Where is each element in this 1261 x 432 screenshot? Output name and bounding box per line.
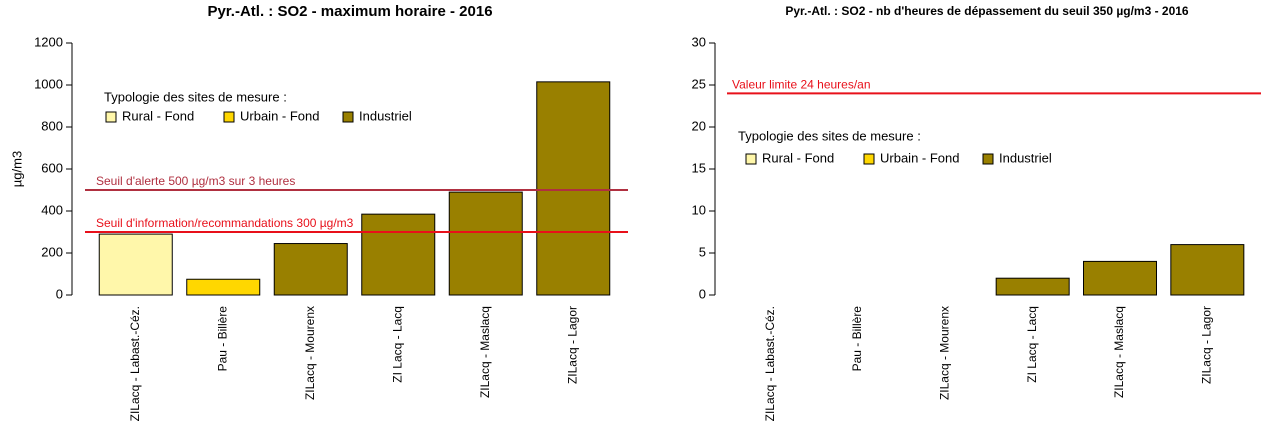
- legend-swatch: [863, 153, 875, 165]
- chart-title: Pyr.-Atl. : SO2 - maximum horaire - 2016: [207, 3, 492, 20]
- legend-swatch: [745, 153, 757, 165]
- legend-label: Rural - Fond: [122, 108, 194, 123]
- bar: [273, 243, 348, 296]
- x-tick-label: Pau - Billère: [850, 306, 864, 372]
- bar: [448, 191, 523, 296]
- y-tick-label: 400: [41, 202, 63, 217]
- x-tick-label: ZILacq - Maslacq: [1112, 306, 1126, 398]
- y-tick-label: 0: [56, 286, 63, 301]
- x-tick-label: ZILacq - Lagor: [1200, 306, 1214, 384]
- reference-label: Seuil d'information/recommandations 300 …: [96, 216, 354, 230]
- bar: [536, 81, 611, 296]
- x-tick-label: ZI Lacq - Lacq: [390, 306, 404, 383]
- x-tick-label: ZILacq - Labast.-Céz.: [763, 306, 777, 421]
- legend-title: Typologie des sites de mesure :: [104, 89, 287, 104]
- x-tick-label: Pau - Billère: [215, 306, 229, 372]
- y-tick-label: 1000: [34, 76, 63, 91]
- legend-label: Rural - Fond: [762, 150, 834, 165]
- legend-label: Industriel: [999, 150, 1052, 165]
- chart-title: Pyr.-Atl. : SO2 - nb d'heures de dépasse…: [785, 4, 1189, 18]
- legend-swatch: [223, 111, 235, 123]
- legend-label: Industriel: [359, 108, 412, 123]
- x-tick-label: ZILacq - Lagor: [565, 306, 579, 384]
- x-tick-label: ZILacq - Mourenx: [938, 306, 952, 400]
- y-axis-label: µg/m3: [9, 151, 24, 187]
- x-tick-label: ZILacq - Mourenx: [303, 306, 317, 400]
- bar: [186, 278, 261, 296]
- x-tick-label: ZILacq - Labast.-Céz.: [128, 306, 142, 421]
- y-tick-label: 10: [692, 202, 706, 217]
- reference-label: Valeur limite 24 heures/an: [732, 78, 871, 92]
- y-tick-label: 0: [699, 286, 706, 301]
- y-tick-label: 15: [692, 160, 706, 175]
- y-tick-label: 600: [41, 160, 63, 175]
- y-tick-label: 800: [41, 118, 63, 133]
- legend-swatch: [342, 111, 354, 123]
- legend-swatch: [982, 153, 994, 165]
- y-tick-label: 1200: [34, 34, 63, 49]
- legend-label: Urbain - Fond: [240, 108, 319, 123]
- legend-swatch: [105, 111, 117, 123]
- bar: [1170, 244, 1245, 296]
- bar: [361, 213, 436, 296]
- bar: [1083, 260, 1157, 296]
- legend-label: Urbain - Fond: [880, 150, 959, 165]
- reference-label: Seuil d'alerte 500 µg/m3 sur 3 heures: [96, 174, 295, 188]
- y-tick-label: 30: [692, 34, 706, 49]
- bar: [995, 277, 1070, 296]
- y-tick-label: 200: [41, 244, 63, 259]
- y-tick-label: 25: [692, 76, 706, 91]
- y-tick-label: 20: [692, 118, 706, 133]
- legend-title: Typologie des sites de mesure :: [738, 128, 921, 143]
- y-tick-label: 5: [699, 244, 706, 259]
- x-tick-label: ZI Lacq - Lacq: [1025, 306, 1039, 383]
- x-tick-label: ZILacq - Maslacq: [478, 306, 492, 398]
- bar: [98, 233, 173, 296]
